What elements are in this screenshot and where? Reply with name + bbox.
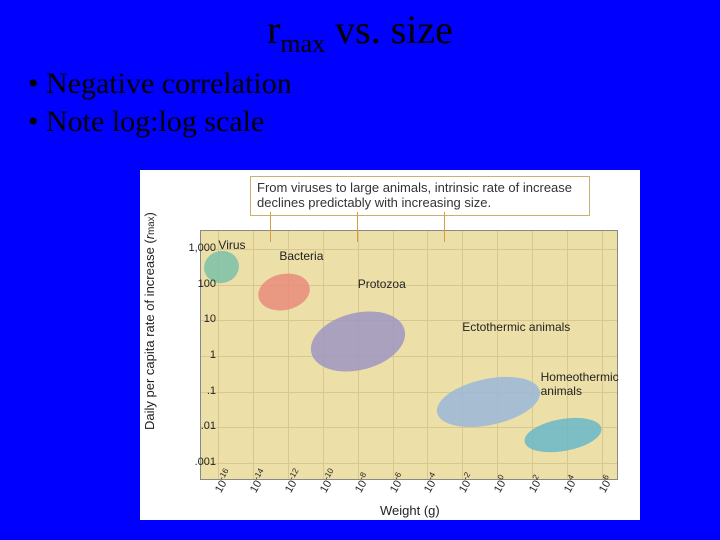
gridline-v bbox=[602, 231, 603, 479]
gridline-v bbox=[427, 231, 428, 479]
slide-title: rmax vs. size bbox=[0, 0, 720, 59]
gridline-v bbox=[497, 231, 498, 479]
group-blob-bacteria bbox=[255, 269, 314, 315]
y-tick-label: 100 bbox=[198, 278, 216, 290]
y-axis-label: Daily per capita rate of increase (rmax) bbox=[142, 212, 157, 430]
x-axis-label: Weight (g) bbox=[380, 503, 440, 518]
y-tick-label: 1 bbox=[210, 349, 216, 361]
gridline-h bbox=[201, 463, 617, 464]
title-subscript: max bbox=[280, 29, 325, 58]
ylabel-ital: r bbox=[142, 235, 157, 239]
y-tick-label: 1,000 bbox=[188, 242, 216, 254]
bullet-item: Negative correlation bbox=[28, 65, 720, 103]
title-part-r: r bbox=[267, 7, 280, 52]
group-label: Ectothermic animals bbox=[462, 320, 570, 334]
bullet-item: Note log:log scale bbox=[28, 103, 720, 141]
ylabel-sub: max bbox=[146, 216, 157, 234]
gridline-v bbox=[462, 231, 463, 479]
bullet-list: Negative correlation Note log:log scale bbox=[0, 59, 720, 140]
y-tick-label: .01 bbox=[201, 420, 216, 432]
ylabel-pre: Daily per capita rate of increase ( bbox=[142, 239, 157, 430]
gridline-v bbox=[253, 231, 254, 479]
callout-line bbox=[270, 212, 271, 242]
group-blob-homeothermic-animals bbox=[522, 412, 605, 457]
title-part-post: vs. size bbox=[325, 7, 453, 52]
group-label: Virus bbox=[218, 238, 245, 252]
callout-line bbox=[444, 212, 445, 242]
group-blob-protozoa bbox=[304, 302, 411, 381]
gridline-h bbox=[201, 249, 617, 250]
gridline-v bbox=[288, 231, 289, 479]
figure: From viruses to large animals, intrinsic… bbox=[140, 170, 640, 520]
group-label: Homeothermic animals bbox=[541, 370, 619, 398]
ylabel-post: ) bbox=[142, 212, 157, 216]
figure-caption: From viruses to large animals, intrinsic… bbox=[250, 176, 590, 216]
group-blob-ectothermic-animals bbox=[432, 369, 544, 436]
group-label: Bacteria bbox=[279, 249, 323, 263]
plot-area: Virus Bacteria Protozoa Ectothermic animals… bbox=[200, 230, 618, 480]
y-tick-label: .001 bbox=[195, 456, 216, 468]
group-label: Protozoa bbox=[358, 277, 406, 291]
callout-line bbox=[357, 212, 358, 242]
y-tick-label: 10 bbox=[204, 313, 216, 325]
y-tick-label: .1 bbox=[207, 385, 216, 397]
gridline-h bbox=[201, 356, 617, 357]
